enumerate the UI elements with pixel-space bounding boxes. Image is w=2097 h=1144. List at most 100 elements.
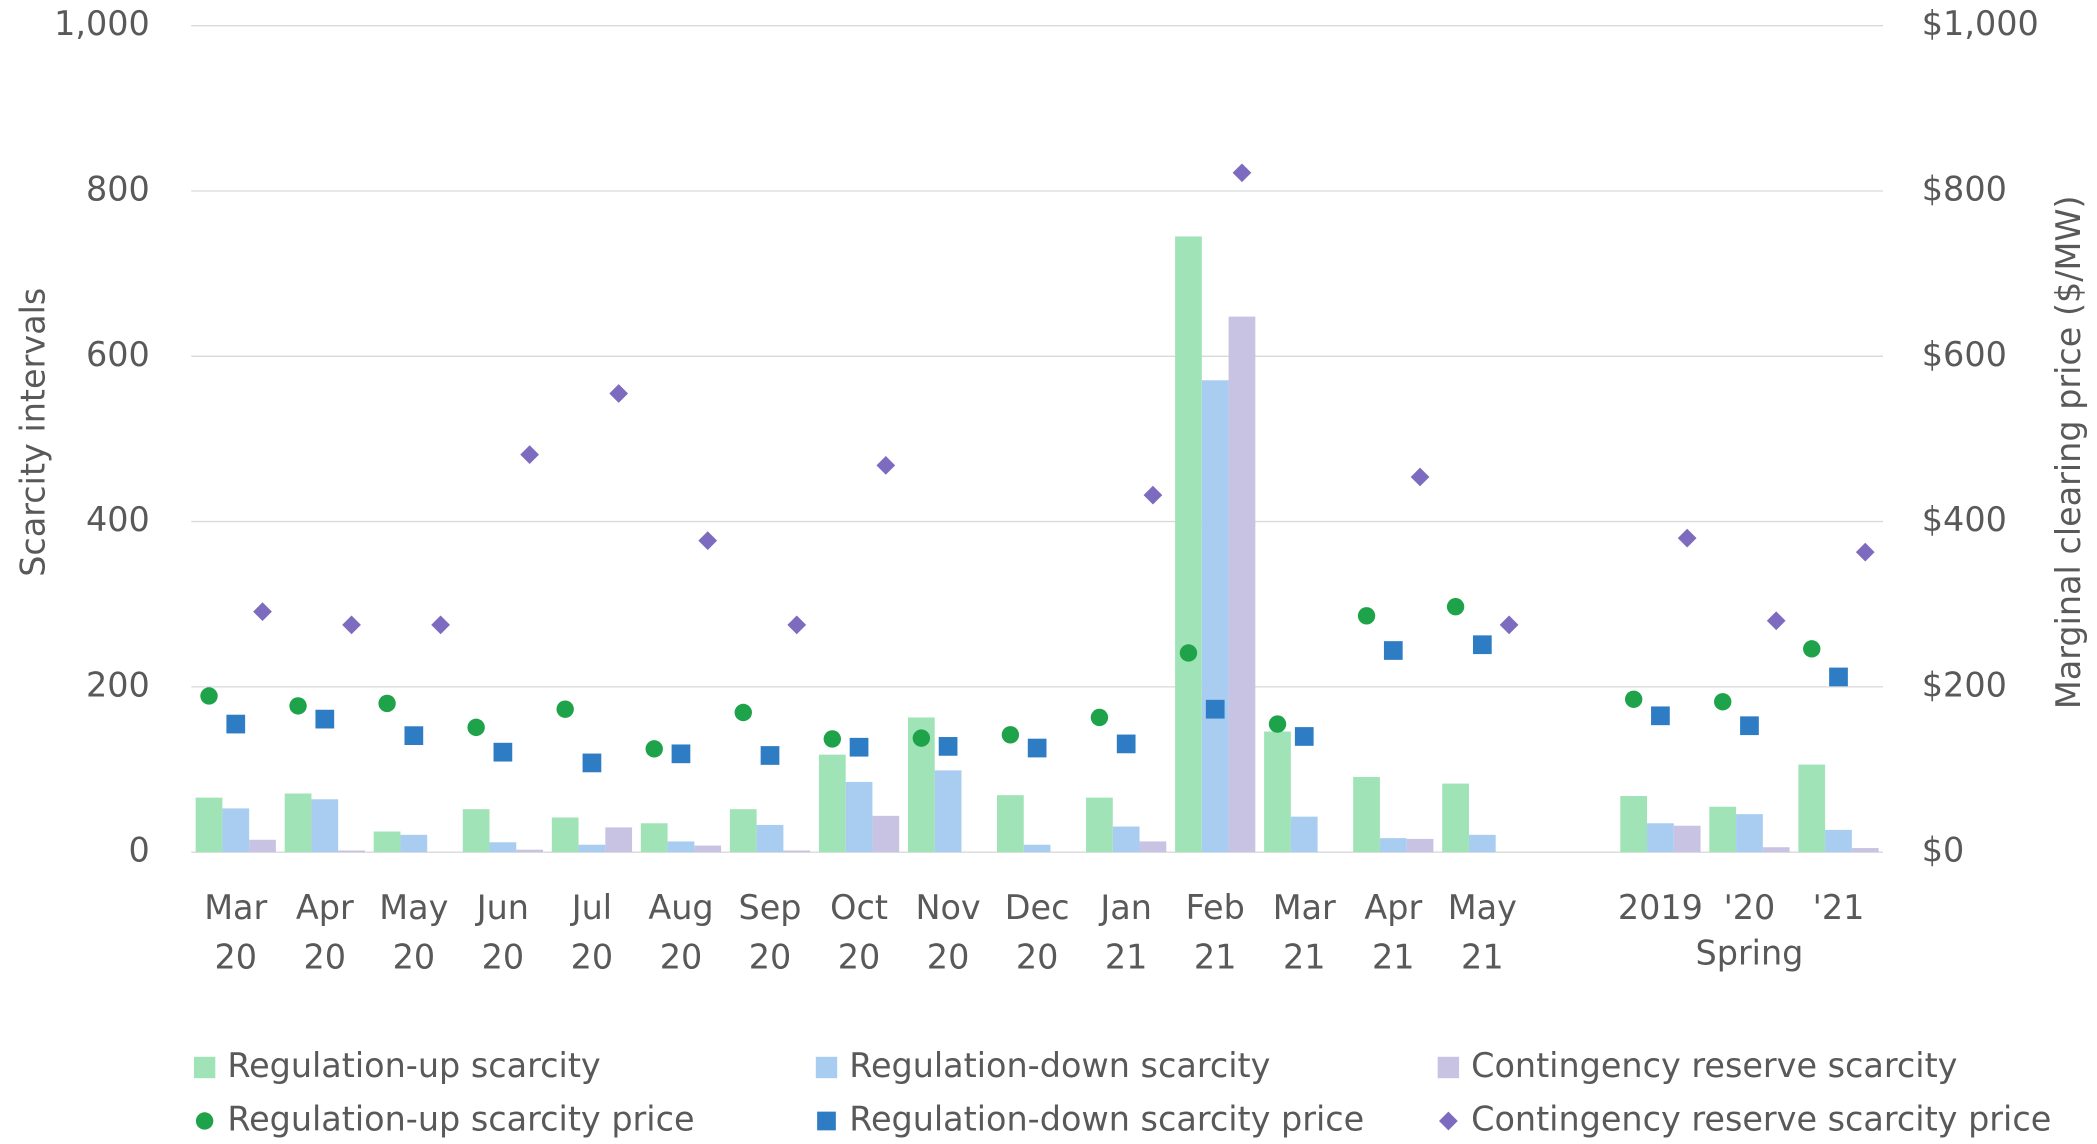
- price-marker: [582, 753, 602, 773]
- price-marker: [1740, 716, 1759, 736]
- x-tick-label: Mar: [204, 888, 267, 927]
- price-marker: [378, 694, 396, 713]
- x-tick-label: Apr: [1364, 888, 1422, 927]
- price-marker: [289, 697, 307, 715]
- legend-label: Regulation-down scarcity: [849, 1046, 1270, 1085]
- price-marker: [734, 703, 752, 722]
- bar: [729, 809, 757, 853]
- x-tick-label: Mar: [1273, 888, 1336, 927]
- price-marker: [1829, 667, 1848, 687]
- bar: [1264, 731, 1291, 853]
- x-tick-label: Dec: [1005, 888, 1070, 927]
- legend-label: Regulation-up scarcity price: [227, 1099, 694, 1138]
- legend-swatch: [1439, 1111, 1458, 1131]
- bar: [997, 795, 1024, 853]
- legend-swatch: [195, 1112, 214, 1130]
- bar: [872, 815, 900, 853]
- price-marker: [698, 531, 718, 550]
- bar: [1736, 814, 1763, 853]
- x-tick-label: Oct: [830, 888, 888, 927]
- y2-tick-label: $800: [1922, 169, 2007, 208]
- x-tick-label: 20: [749, 938, 792, 977]
- y2-tick-label: $400: [1922, 500, 2007, 539]
- price-marker: [1651, 706, 1670, 726]
- price-marker: [431, 615, 450, 635]
- price-marker: [1499, 615, 1519, 635]
- bar: [1468, 834, 1496, 853]
- price-marker: [520, 445, 539, 464]
- bar: [284, 793, 312, 853]
- bar: [783, 850, 811, 853]
- x-tick-label: Aug: [648, 888, 713, 927]
- bar: [1825, 829, 1852, 853]
- bar: [400, 834, 428, 853]
- y-tick-label: 0: [129, 831, 150, 870]
- bar: [818, 754, 846, 853]
- bar: [605, 827, 633, 853]
- price-marker: [1855, 542, 1875, 562]
- price-marker: [1766, 611, 1786, 631]
- y-tick-label: 1,000: [54, 4, 150, 43]
- x-tick-label: Jan: [1098, 888, 1152, 927]
- price-marker: [938, 737, 958, 756]
- price-marker: [849, 737, 869, 757]
- bar: [311, 799, 339, 853]
- bar: [1228, 316, 1256, 853]
- bar: [1086, 797, 1113, 853]
- bar: [1762, 847, 1790, 853]
- x-tick-label: 21: [1105, 938, 1148, 977]
- bar: [578, 844, 606, 853]
- legend-label: Contingency reserve scarcity: [1471, 1046, 1957, 1085]
- price-marker: [1001, 726, 1020, 744]
- bar: [1201, 380, 1229, 853]
- x-tick-label: Feb: [1186, 888, 1245, 927]
- price-marker: [1179, 644, 1198, 662]
- legend-swatch: [1437, 1056, 1460, 1079]
- y2-tick-label: $600: [1922, 335, 2007, 374]
- x-tick-label: May: [379, 888, 448, 927]
- price-marker: [787, 615, 807, 635]
- x-tick-label: 20: [304, 938, 347, 977]
- legend-swatch: [193, 1056, 216, 1079]
- bar: [845, 781, 873, 853]
- legend-swatch: [817, 1111, 836, 1131]
- bar: [1379, 838, 1407, 853]
- bar: [1709, 806, 1737, 853]
- bar: [1647, 823, 1674, 853]
- price-marker: [200, 687, 218, 705]
- price-marker: [467, 718, 485, 737]
- bar: [1112, 826, 1140, 853]
- bar: [1620, 795, 1648, 853]
- x-tick-label: 21: [1461, 938, 1504, 977]
- legend-swatch: [815, 1056, 838, 1079]
- bar: [756, 824, 784, 853]
- bar: [640, 823, 668, 853]
- bar: [338, 850, 365, 853]
- y2-tick-label: $0: [1922, 831, 1965, 870]
- bar: [195, 797, 223, 853]
- price-marker: [1714, 693, 1732, 711]
- legend-label: Regulation-up scarcity: [227, 1046, 600, 1085]
- bar: [1851, 848, 1879, 853]
- bar: [934, 770, 962, 853]
- price-marker: [823, 730, 841, 748]
- price-marker: [404, 726, 424, 746]
- price-marker: [671, 744, 691, 764]
- bar: [1290, 816, 1318, 853]
- bar: [1673, 825, 1701, 853]
- x-tick-label: Jun: [475, 888, 529, 927]
- price-marker: [609, 384, 629, 403]
- bar: [1353, 776, 1380, 853]
- x-tick-label: 21: [1283, 938, 1326, 977]
- x-tick-label: May: [1448, 888, 1517, 927]
- y2-axis-title: Marginal clearing price ($/MW): [2049, 196, 2088, 710]
- price-marker: [342, 615, 361, 635]
- bar: [222, 808, 250, 853]
- price-marker: [760, 746, 780, 765]
- x-tick-label: Apr: [296, 888, 354, 927]
- bar: [694, 845, 722, 853]
- price-marker: [645, 740, 663, 758]
- bar: [489, 842, 517, 853]
- x-tick-label: Jul: [570, 888, 612, 927]
